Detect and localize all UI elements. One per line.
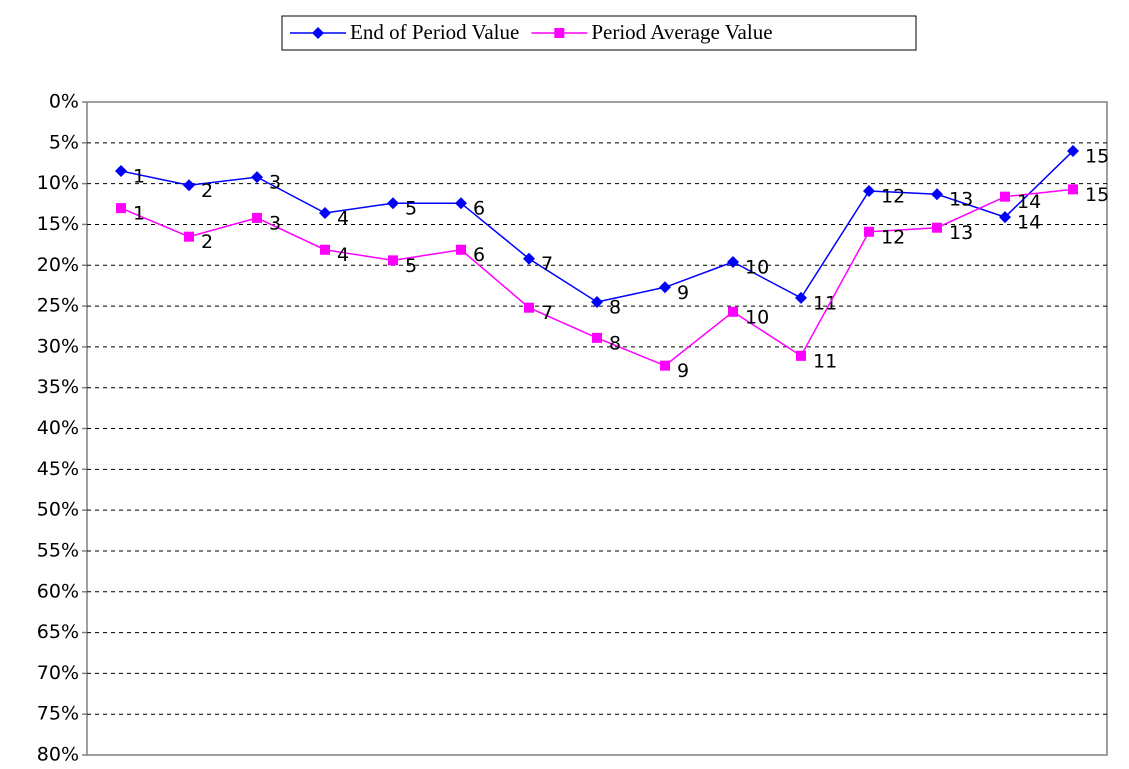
point-label: 12	[881, 185, 905, 207]
point-label: 3	[269, 172, 281, 194]
point-marker	[591, 295, 603, 308]
point-marker	[999, 211, 1011, 224]
point-label: 1	[133, 203, 145, 225]
legend-text: End of Period Value	[350, 20, 519, 44]
y-tick-label: 50%	[37, 499, 79, 521]
point-label: 10	[745, 306, 769, 328]
point-marker	[183, 179, 195, 192]
point-marker	[1000, 191, 1010, 202]
point-label: 9	[677, 282, 689, 304]
point-marker	[1068, 184, 1078, 195]
point-marker	[796, 350, 806, 361]
point-marker	[251, 171, 263, 184]
point-marker	[524, 302, 534, 313]
point-marker	[388, 255, 398, 266]
y-tick-label: 10%	[37, 172, 79, 194]
point-marker	[660, 360, 670, 371]
point-marker	[1067, 144, 1079, 157]
point-marker	[727, 255, 739, 268]
point-marker	[931, 188, 943, 201]
point-marker	[116, 203, 126, 214]
point-label: 14	[1017, 212, 1041, 234]
point-label: 15	[1085, 184, 1109, 206]
point-marker	[320, 244, 330, 255]
point-label: 8	[609, 296, 621, 318]
point-label: 14	[1017, 191, 1041, 213]
y-tick-label: 25%	[37, 295, 79, 317]
y-tick-label: 5%	[49, 131, 79, 153]
y-tick-label: 40%	[37, 417, 79, 439]
point-marker	[115, 164, 127, 177]
point-marker	[252, 212, 262, 223]
y-tick-label: 80%	[37, 744, 79, 766]
y-tick-label: 55%	[37, 539, 79, 561]
point-label: 2	[201, 231, 213, 253]
point-label: 7	[541, 302, 553, 324]
point-marker	[728, 306, 738, 317]
point-label: 4	[337, 208, 349, 230]
point-marker	[184, 231, 194, 242]
point-label: 6	[473, 244, 485, 266]
y-tick-label: 15%	[37, 213, 79, 235]
point-marker	[592, 332, 602, 343]
y-tick-label: 45%	[37, 458, 79, 480]
point-label: 1	[133, 165, 145, 187]
legend-box	[281, 15, 917, 51]
point-label: 4	[337, 244, 349, 266]
point-label: 3	[269, 212, 281, 234]
point-marker	[312, 27, 324, 39]
point-label: 8	[609, 332, 621, 354]
point-label: 11	[813, 292, 837, 314]
point-marker	[864, 226, 874, 237]
point-label: 6	[473, 198, 485, 220]
point-label: 13	[949, 222, 973, 244]
point-marker	[795, 291, 807, 304]
point-label: 13	[949, 189, 973, 211]
y-tick-label: 65%	[37, 621, 79, 643]
point-marker	[455, 197, 467, 210]
point-marker	[863, 184, 875, 197]
point-label: 7	[541, 253, 553, 275]
point-label: 10	[745, 256, 769, 278]
point-label: 11	[813, 350, 837, 372]
point-marker	[456, 244, 466, 255]
y-tick-label: 70%	[37, 662, 79, 684]
y-tick-label: 0%	[49, 91, 79, 113]
y-tick-label: 20%	[37, 254, 79, 276]
point-marker	[659, 281, 671, 294]
point-label: 2	[201, 180, 213, 202]
legend-text: Period Average Value	[591, 20, 772, 44]
y-tick-label: 75%	[37, 703, 79, 725]
y-tick-label: 35%	[37, 376, 79, 398]
y-tick-label: 60%	[37, 580, 79, 602]
point-label: 5	[405, 255, 417, 277]
point-label: 9	[677, 360, 689, 382]
point-marker	[554, 28, 565, 38]
point-marker	[319, 207, 331, 220]
point-marker	[932, 222, 942, 233]
point-label: 5	[405, 198, 417, 220]
point-marker	[387, 197, 399, 210]
y-tick-label: 30%	[37, 335, 79, 357]
point-marker	[523, 252, 535, 265]
point-label: 15	[1085, 145, 1109, 167]
point-label: 12	[881, 226, 905, 248]
